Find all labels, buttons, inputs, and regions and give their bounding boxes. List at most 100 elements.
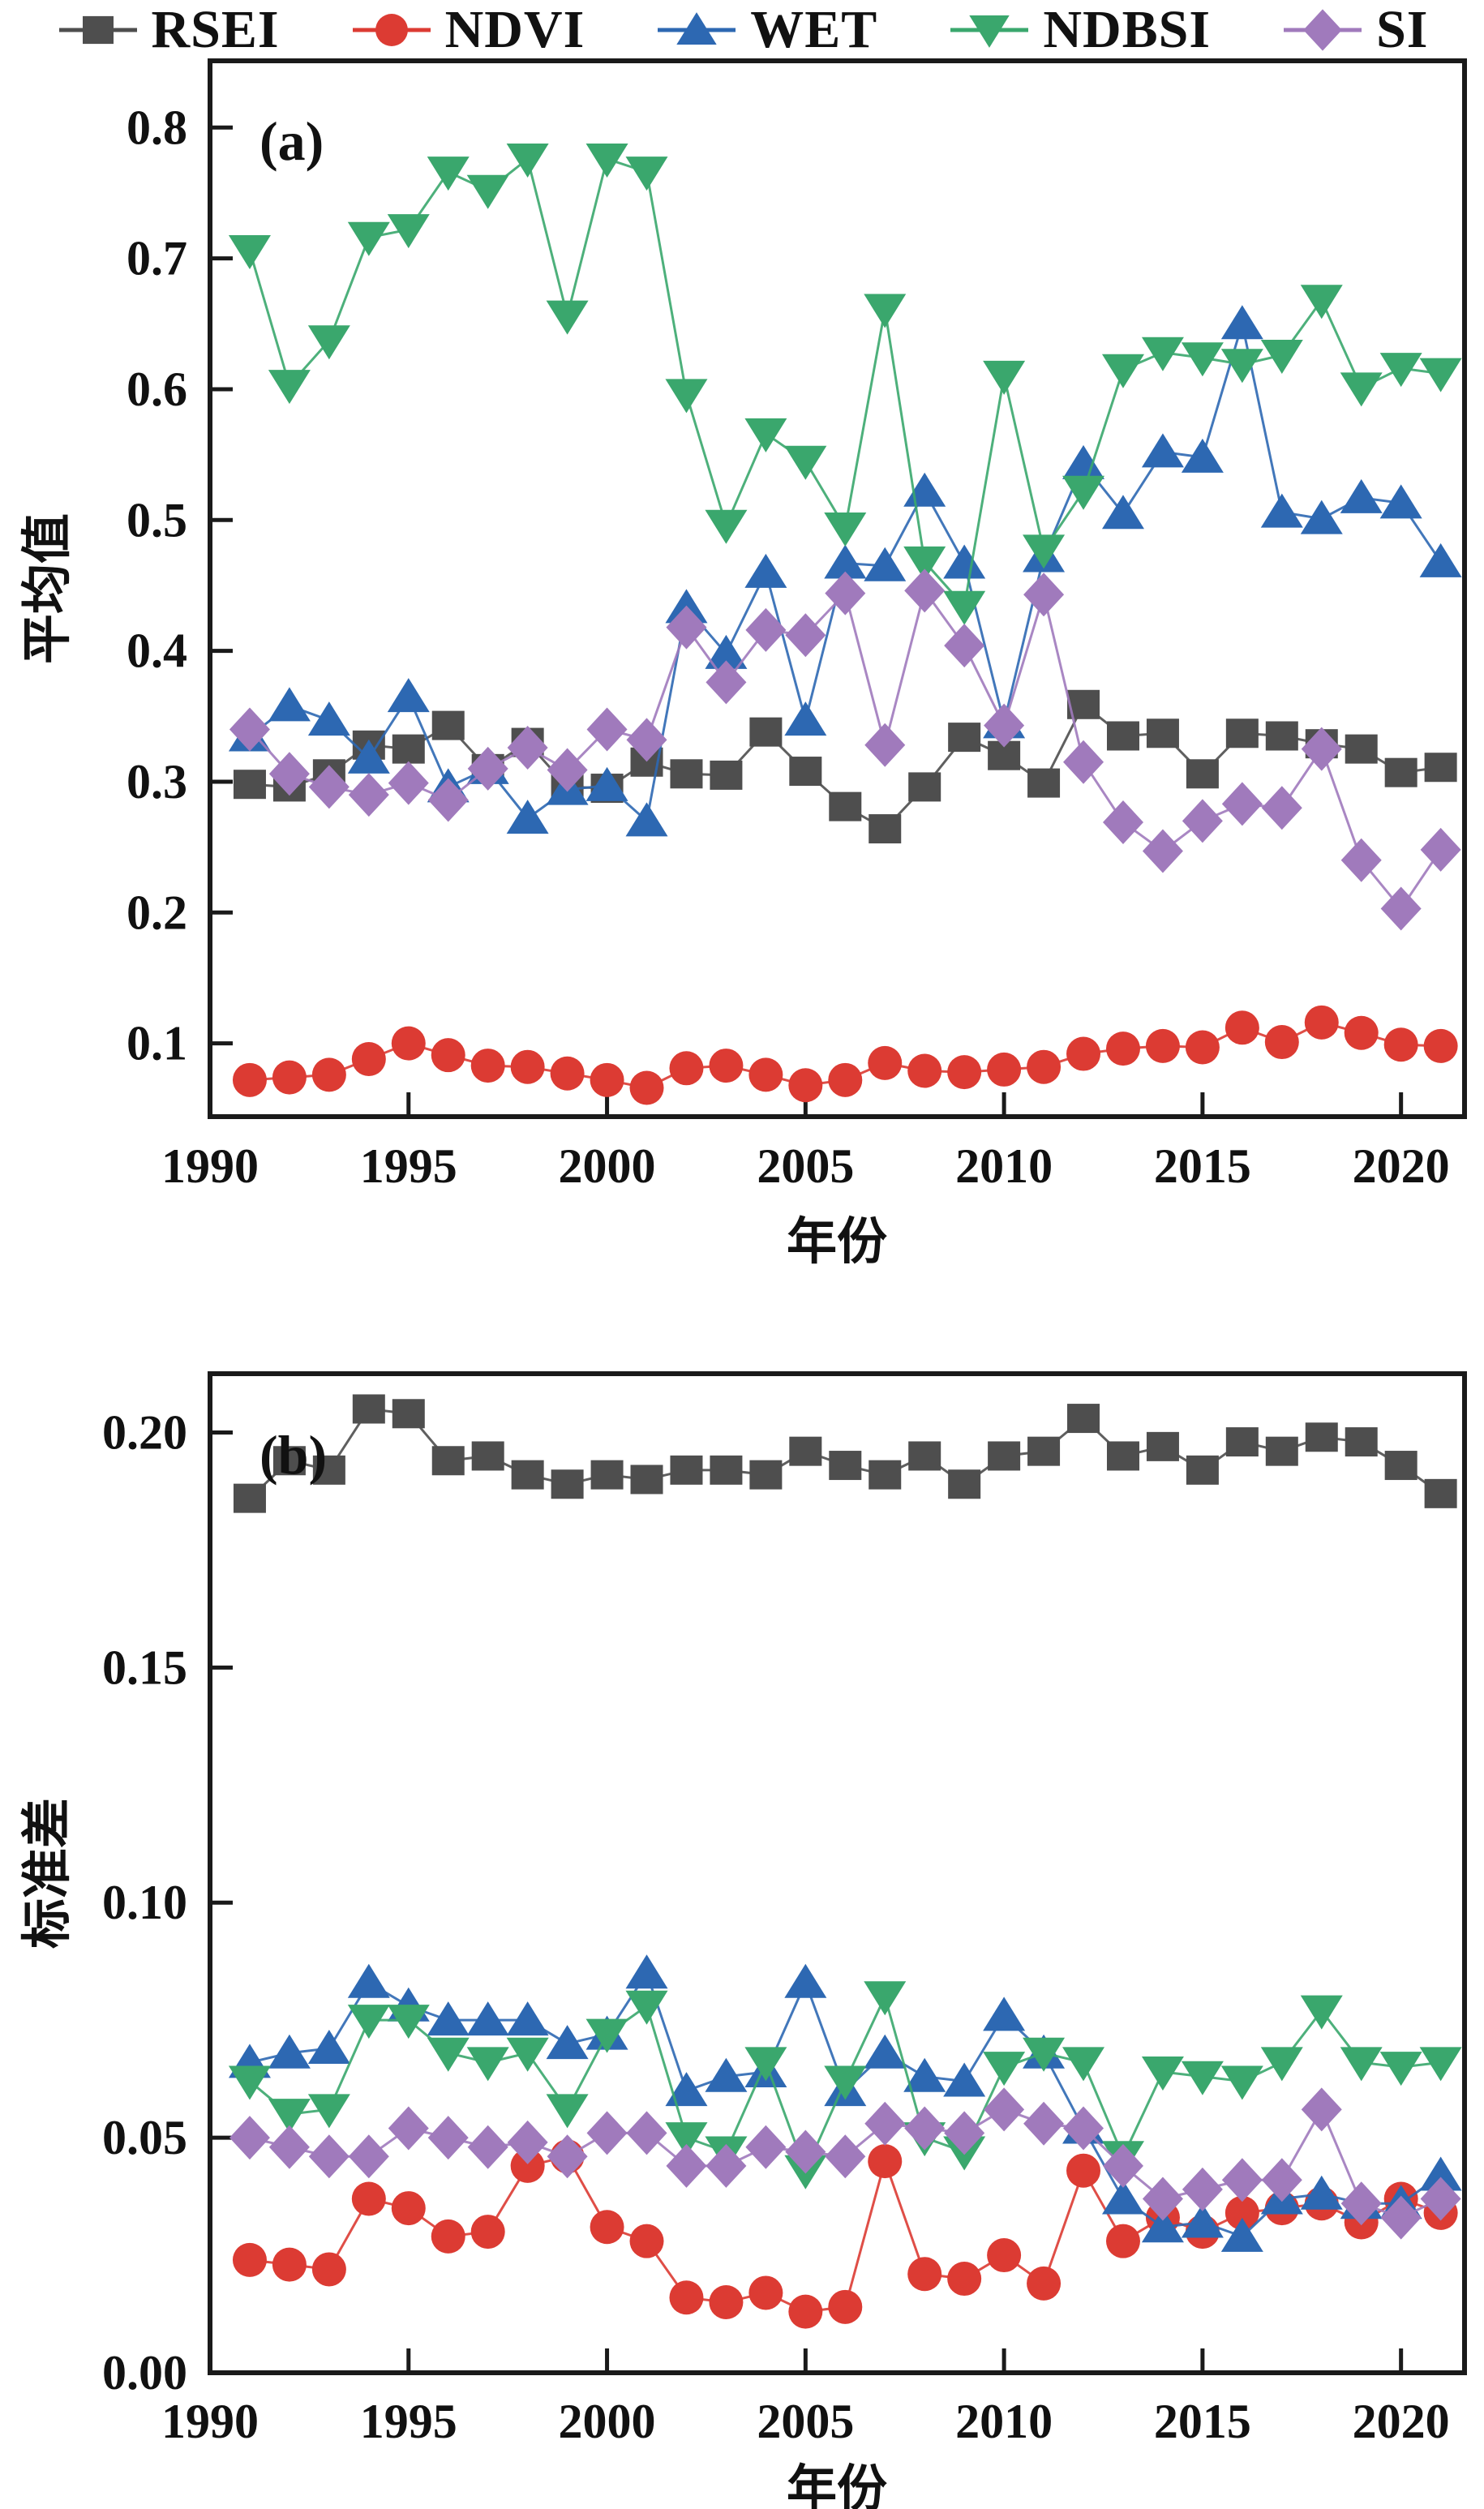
series-markers-NDVI bbox=[232, 1005, 1458, 1105]
marker-diamond bbox=[467, 746, 508, 791]
si-marker-icon bbox=[1284, 9, 1362, 51]
marker-diamond bbox=[348, 2134, 389, 2179]
marker-diamond bbox=[1420, 827, 1461, 872]
marker-triangle-down bbox=[1101, 354, 1144, 388]
marker-diamond bbox=[984, 703, 1025, 748]
marker-square bbox=[948, 723, 981, 753]
marker-diamond bbox=[666, 605, 707, 650]
marker-triangle-down bbox=[347, 221, 390, 256]
marker-square bbox=[1146, 1431, 1179, 1461]
marker-diamond bbox=[268, 752, 310, 796]
marker-triangle-down bbox=[1379, 2052, 1422, 2087]
marker-square bbox=[710, 760, 743, 790]
marker-diamond bbox=[1340, 2181, 1382, 2226]
marker-square bbox=[670, 759, 703, 789]
marker-square bbox=[1186, 759, 1219, 789]
marker-circle bbox=[907, 1053, 942, 1088]
marker-diamond bbox=[1380, 2195, 1422, 2240]
marker-square bbox=[789, 757, 822, 787]
marker-circle bbox=[987, 2238, 1022, 2273]
marker-diamond bbox=[1063, 740, 1104, 784]
marker-triangle-down bbox=[1062, 2047, 1105, 2082]
panel-a-ytitle: 平均值 bbox=[20, 513, 75, 665]
marker-circle bbox=[1105, 1031, 1140, 1066]
marker-triangle-down bbox=[1260, 340, 1303, 375]
marker-triangle-down bbox=[1062, 475, 1105, 510]
marker-diamond bbox=[427, 778, 469, 822]
marker-diamond bbox=[1142, 829, 1183, 873]
marker-square bbox=[988, 1441, 1021, 1471]
marker-triangle-down bbox=[228, 2065, 271, 2100]
series-markers-RSEI bbox=[233, 1394, 1457, 1513]
marker-square bbox=[948, 1469, 981, 1499]
marker-circle bbox=[947, 2262, 982, 2297]
marker-triangle-down bbox=[506, 144, 549, 178]
marker-square bbox=[1146, 718, 1179, 748]
series-markers-SI bbox=[229, 568, 1461, 931]
marker-circle bbox=[828, 1062, 863, 1097]
x-tick-label: 2020 bbox=[1353, 1139, 1450, 1193]
marker-circle bbox=[1225, 2195, 1259, 2230]
marker-diamond bbox=[904, 2106, 946, 2151]
marker-triangle-down bbox=[466, 2047, 509, 2082]
marker-triangle-down bbox=[1300, 285, 1343, 320]
marker-triangle-up bbox=[625, 802, 668, 837]
marker-circle bbox=[907, 2257, 942, 2292]
marker-diamond bbox=[825, 2134, 866, 2179]
y-tick-label: 0.4 bbox=[127, 624, 187, 678]
marker-diamond bbox=[586, 2111, 628, 2155]
marker-triangle-up bbox=[506, 2001, 549, 2036]
marker-square bbox=[1067, 1404, 1100, 1434]
marker-diamond bbox=[1303, 9, 1342, 51]
rsei-marker-icon bbox=[58, 15, 137, 45]
x-tick-label: 2010 bbox=[955, 1139, 1053, 1193]
marker-square bbox=[1345, 1427, 1378, 1457]
panel-a-label: (a) bbox=[259, 110, 324, 172]
ndbsi-marker-icon bbox=[950, 15, 1029, 48]
marker-circle bbox=[550, 1056, 585, 1091]
marker-triangle-up bbox=[268, 687, 311, 722]
marker-square bbox=[749, 1460, 783, 1490]
x-tick-label: 1995 bbox=[360, 1139, 457, 1193]
marker-circle bbox=[1423, 1028, 1458, 1063]
marker-triangle-down bbox=[625, 1990, 668, 2025]
marker-square bbox=[1027, 1436, 1061, 1466]
marker-triangle-down bbox=[585, 2018, 628, 2053]
marker-circle bbox=[1066, 2153, 1101, 2188]
marker-triangle-down bbox=[466, 174, 509, 209]
marker-diamond bbox=[626, 718, 667, 762]
marker-triangle-down bbox=[705, 509, 748, 544]
marker-triangle-up bbox=[546, 2025, 589, 2060]
marker-diamond bbox=[308, 2134, 350, 2179]
marker-triangle-down bbox=[665, 379, 708, 414]
marker-diamond bbox=[348, 773, 389, 817]
marker-square bbox=[749, 717, 783, 747]
marker-triangle-down bbox=[268, 2099, 311, 2134]
marker-diamond bbox=[1182, 799, 1223, 843]
wet-marker-icon bbox=[658, 12, 736, 45]
marker-triangle-up bbox=[1062, 444, 1105, 479]
marker-triangle-up bbox=[744, 553, 787, 588]
marker-square bbox=[312, 1455, 345, 1485]
marker-circle bbox=[748, 1057, 783, 1092]
marker-triangle-up bbox=[1141, 433, 1184, 468]
legend: RSEI NDVI WET NDBSI SI bbox=[0, 0, 1484, 60]
series-markers-SI bbox=[229, 2087, 1461, 2240]
marker-triangle-down bbox=[387, 2005, 430, 2039]
x-tick-label: 1990 bbox=[161, 1139, 259, 1193]
marker-triangle-up bbox=[1419, 543, 1462, 577]
marker-diamond bbox=[944, 624, 985, 668]
marker-circle bbox=[1066, 1036, 1101, 1071]
marker-triangle-up bbox=[943, 544, 986, 579]
marker-diamond bbox=[427, 2116, 469, 2160]
legend-item-ndbsi: NDBSI bbox=[947, 3, 1211, 57]
marker-square bbox=[1384, 757, 1418, 787]
marker-square bbox=[710, 1455, 743, 1485]
marker-triangle-down bbox=[824, 512, 867, 547]
marker-circle bbox=[391, 2191, 426, 2226]
marker-circle bbox=[788, 1068, 823, 1103]
marker-square bbox=[1225, 1427, 1259, 1457]
y-tick-label: 0.05 bbox=[102, 2111, 187, 2164]
marker-square bbox=[1106, 1441, 1139, 1471]
marker-triangle-up bbox=[1101, 495, 1144, 530]
